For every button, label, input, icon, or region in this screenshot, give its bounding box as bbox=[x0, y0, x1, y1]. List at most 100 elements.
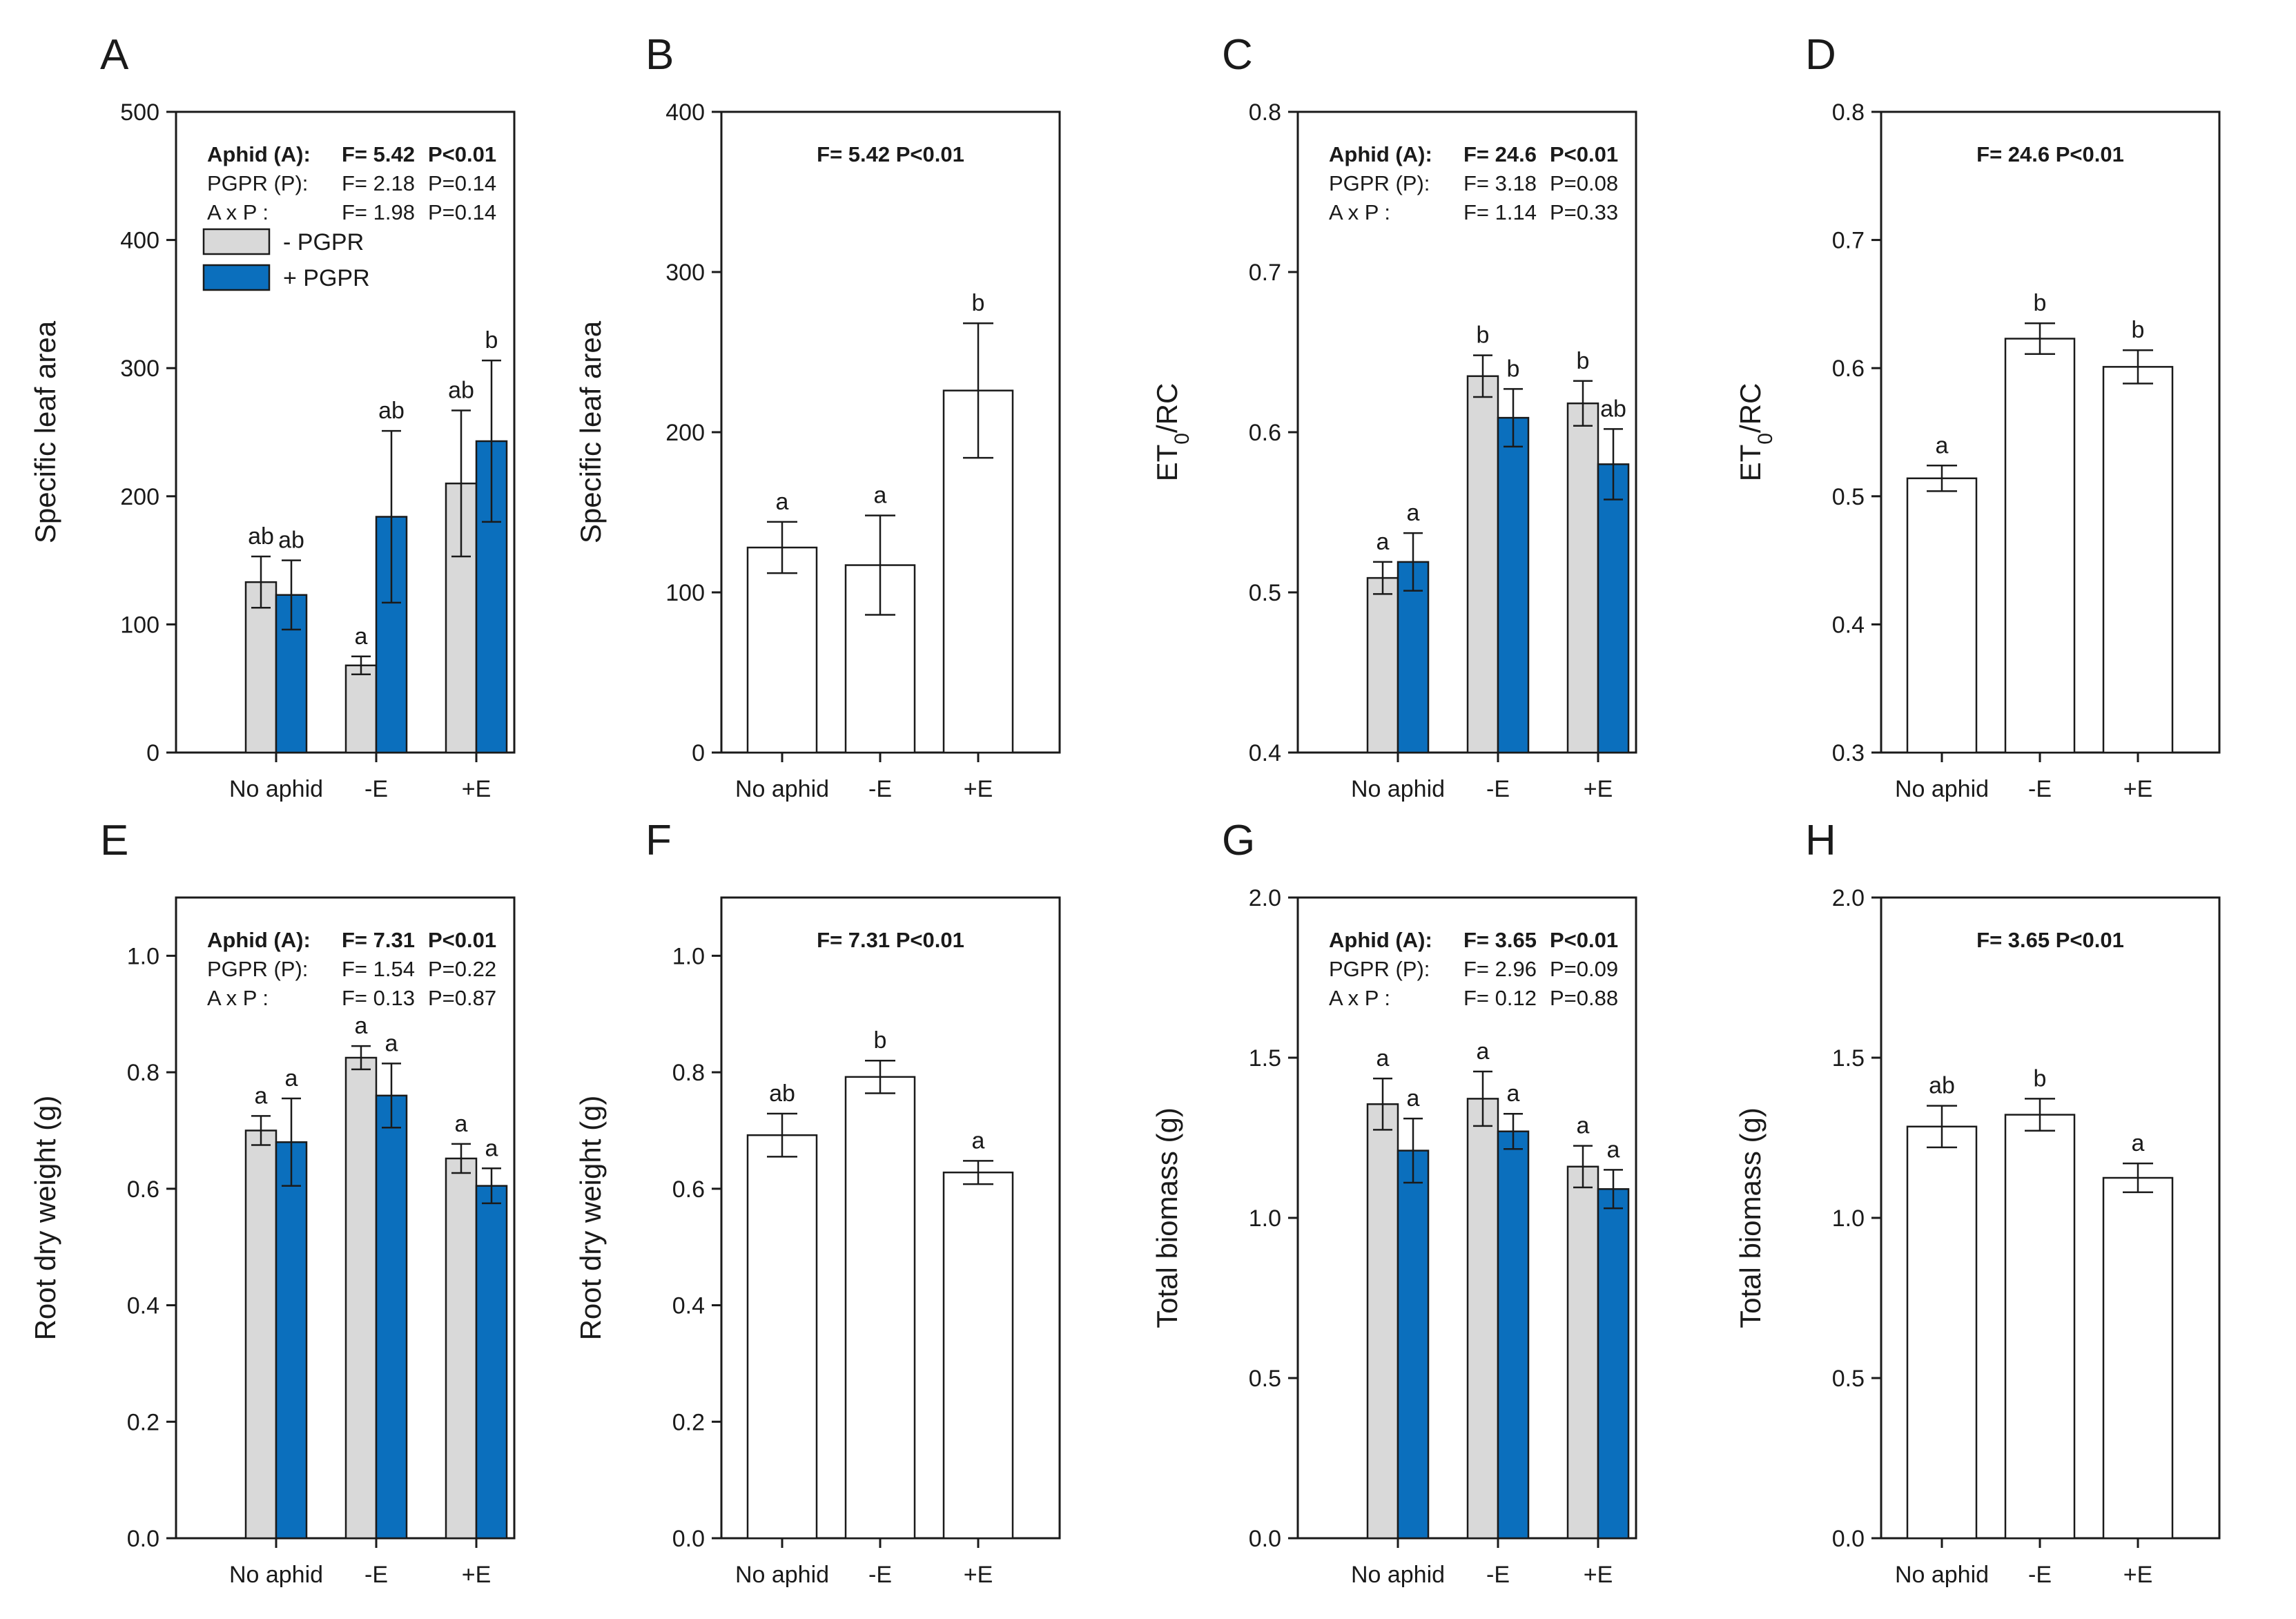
stat-label-e: Aphid (A): bbox=[207, 928, 311, 952]
y-tick-label-e: 0.2 bbox=[127, 1409, 159, 1435]
stat-f-a: F= 1.98 bbox=[342, 200, 415, 224]
x-tick-label-g: -E bbox=[1486, 1562, 1510, 1588]
y-axis-label-e: Root dry weight (g) bbox=[29, 1096, 61, 1341]
y-tick-label-d: 0.7 bbox=[1832, 228, 1865, 254]
legend-label-plus-pgpr: + PGPR bbox=[283, 265, 370, 291]
bar-g bbox=[1466, 1098, 1499, 1540]
x-tick-label-c: -E bbox=[1486, 776, 1510, 802]
significance-letter-c: b bbox=[1477, 322, 1490, 349]
bar-c bbox=[1466, 375, 1499, 754]
y-tick-label-g: 0.0 bbox=[1249, 1526, 1281, 1552]
stat-label-c: PGPR (P): bbox=[1329, 171, 1430, 195]
significance-letter-c: a bbox=[1407, 500, 1420, 526]
stat-f-c: F= 24.6 bbox=[1463, 142, 1537, 166]
significance-letter-g: a bbox=[1376, 1045, 1390, 1072]
y-axis-label-g: Total biomass (g) bbox=[1151, 1107, 1183, 1328]
x-tick-label-h: +E bbox=[2123, 1562, 2153, 1588]
y-axis-label-b: Specific leaf area bbox=[574, 320, 607, 543]
significance-letter-e: a bbox=[385, 1030, 398, 1056]
stat-line-b: F= 5.42 P<0.01 bbox=[817, 142, 964, 166]
bar-c bbox=[1497, 416, 1530, 754]
stat-p-g: P<0.01 bbox=[1550, 928, 1618, 952]
significance-letter-h: a bbox=[2132, 1130, 2145, 1156]
stat-f-e: F= 0.13 bbox=[342, 986, 415, 1010]
y-tick-label-g: 2.0 bbox=[1249, 885, 1281, 911]
y-tick-label-c: 0.6 bbox=[1249, 420, 1281, 446]
y-axis-label-c: ET0/RC bbox=[1151, 383, 1194, 482]
y-tick-label-f: 0.6 bbox=[672, 1176, 705, 1203]
y-tick-label-h: 1.0 bbox=[1832, 1205, 1865, 1232]
significance-letter-a: ab bbox=[248, 523, 274, 550]
significance-letter-g: a bbox=[1507, 1080, 1520, 1107]
bar-e bbox=[244, 1130, 278, 1540]
panel-d: D 0.3 0.4 0.5 0.6 0.7 0.8 ET0/RC No aphid -E +E a b b… bbox=[1734, 31, 2221, 802]
x-tick-label-g: +E bbox=[1584, 1562, 1613, 1588]
significance-letter-h: b bbox=[2034, 1065, 2047, 1092]
panel-letter-g: G bbox=[1222, 817, 1255, 864]
y-tick-label-b: 200 bbox=[665, 420, 705, 446]
stat-f-g: F= 0.12 bbox=[1463, 986, 1537, 1010]
bar-h bbox=[1906, 1125, 1978, 1540]
y-tick-label-f: 1.0 bbox=[672, 943, 705, 969]
y-tick-label-d: 0.8 bbox=[1832, 99, 1865, 126]
y-tick-label-c: 0.5 bbox=[1249, 580, 1281, 606]
stat-label-e: PGPR (P): bbox=[207, 957, 308, 981]
bar-g bbox=[1497, 1130, 1530, 1540]
bar-c bbox=[1566, 402, 1599, 754]
y-tick-label-a: 200 bbox=[120, 484, 159, 510]
significance-letter-b: a bbox=[874, 483, 887, 509]
x-tick-label-a: No aphid bbox=[229, 776, 323, 802]
y-tick-label-e: 0.6 bbox=[127, 1176, 159, 1203]
legend-label-minus-pgpr: - PGPR bbox=[283, 229, 364, 255]
significance-letter-c: b bbox=[1507, 356, 1520, 382]
x-tick-label-e: -E bbox=[364, 1562, 388, 1588]
stat-label-g: A x P : bbox=[1329, 986, 1390, 1010]
significance-letter-a: ab bbox=[278, 527, 304, 554]
bar-e bbox=[475, 1185, 508, 1540]
x-tick-label-a: -E bbox=[364, 776, 388, 802]
y-tick-label-a: 100 bbox=[120, 612, 159, 638]
bar-b bbox=[746, 546, 818, 754]
stat-label-c: A x P : bbox=[1329, 200, 1390, 224]
significance-letter-a: ab bbox=[448, 377, 474, 403]
stat-line-h: F= 3.65 P<0.01 bbox=[1976, 928, 2124, 952]
significance-letter-b: b bbox=[972, 290, 985, 316]
x-tick-label-c: +E bbox=[1584, 776, 1613, 802]
y-tick-label-d: 0.5 bbox=[1832, 484, 1865, 510]
panel-letter-c: C bbox=[1222, 31, 1253, 79]
bar-f bbox=[746, 1134, 818, 1540]
stat-label-c: Aphid (A): bbox=[1329, 142, 1432, 166]
y-tick-label-g: 1.0 bbox=[1249, 1205, 1281, 1232]
y-axis-label-f: Root dry weight (g) bbox=[574, 1096, 607, 1341]
significance-letter-c: a bbox=[1376, 529, 1390, 555]
stat-f-e: F= 7.31 bbox=[342, 928, 415, 952]
stat-f-c: F= 3.18 bbox=[1463, 171, 1537, 195]
bar-e bbox=[445, 1157, 478, 1540]
stat-f-a: F= 5.42 bbox=[342, 142, 415, 166]
y-tick-label-d: 0.3 bbox=[1832, 740, 1865, 766]
panel-a: A 0 100 200 300 400 500 Specific leaf area No ap… bbox=[29, 31, 516, 802]
y-tick-label-h: 2.0 bbox=[1832, 885, 1865, 911]
x-tick-label-f: -E bbox=[868, 1562, 892, 1588]
panel-letter-b: B bbox=[645, 31, 674, 79]
x-tick-label-h: No aphid bbox=[1895, 1562, 1989, 1588]
y-tick-label-b: 100 bbox=[665, 580, 705, 606]
significance-letter-d: b bbox=[2132, 317, 2145, 343]
panel-letter-h: H bbox=[1805, 817, 1836, 864]
stat-p-c: P=0.33 bbox=[1550, 200, 1618, 224]
y-tick-label-e: 0.8 bbox=[127, 1060, 159, 1086]
significance-letter-f: b bbox=[874, 1027, 887, 1054]
x-tick-label-d: No aphid bbox=[1895, 776, 1989, 802]
bar-c bbox=[1366, 576, 1399, 754]
bar-d bbox=[2102, 366, 2174, 754]
stat-p-a: P=0.14 bbox=[428, 200, 496, 224]
significance-letter-a: a bbox=[355, 623, 368, 650]
y-tick-label-f: 0.8 bbox=[672, 1060, 705, 1086]
bar-g bbox=[1366, 1103, 1399, 1540]
y-axis-label-h: Total biomass (g) bbox=[1734, 1107, 1767, 1328]
bar-d bbox=[2004, 338, 2076, 754]
stat-label-g: Aphid (A): bbox=[1329, 928, 1432, 952]
significance-letter-e: a bbox=[285, 1065, 298, 1092]
